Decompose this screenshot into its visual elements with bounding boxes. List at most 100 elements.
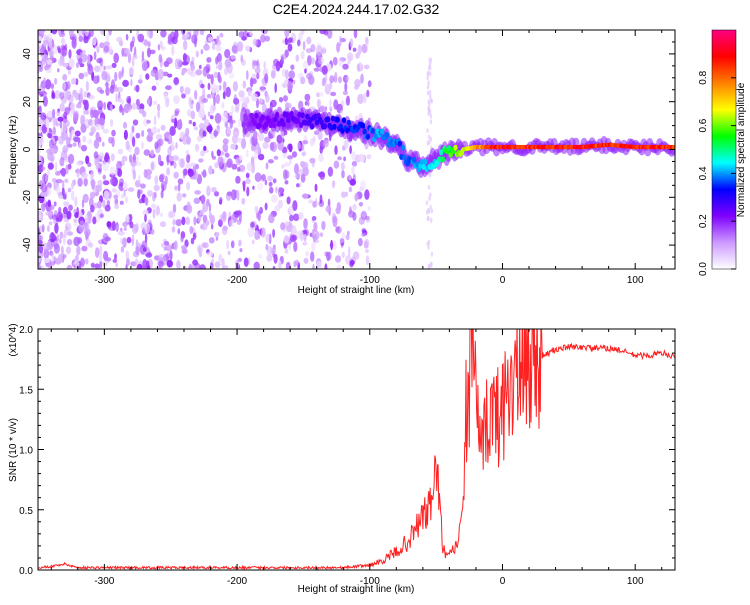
noise-speck xyxy=(226,191,233,197)
noise-speck xyxy=(147,128,152,133)
noise-speck xyxy=(67,187,72,193)
noise-speck xyxy=(44,79,52,90)
noise-speck xyxy=(211,150,214,158)
noise-speck xyxy=(329,81,333,90)
noise-speck xyxy=(341,170,345,179)
noise-speck xyxy=(307,55,312,66)
noise-speck xyxy=(365,36,369,45)
y-tick-label: 20 xyxy=(22,96,33,108)
noise-speck xyxy=(192,121,196,127)
noise-speck xyxy=(208,203,212,213)
noise-speck xyxy=(351,151,356,161)
noise-speck xyxy=(284,248,289,254)
noise-speck xyxy=(232,81,238,92)
noise-speck xyxy=(59,231,64,239)
noise-speck xyxy=(345,234,350,241)
noise-speck xyxy=(167,73,173,78)
noise-speck xyxy=(287,80,293,91)
noise-speck xyxy=(116,160,122,171)
noise-speck xyxy=(195,163,199,170)
noise-speck xyxy=(198,158,204,163)
noise-speck xyxy=(182,193,187,198)
noise-speck xyxy=(264,202,268,211)
noise-speck xyxy=(149,49,156,55)
x-tick-label: -300 xyxy=(94,275,114,286)
noise-speck xyxy=(114,198,119,206)
noise-speck xyxy=(117,231,125,236)
noise-speck xyxy=(427,134,431,140)
ridge-point xyxy=(303,119,308,126)
noise-speck xyxy=(79,87,84,95)
noise-speck xyxy=(364,189,370,200)
noise-speck xyxy=(312,135,316,143)
noise-speck xyxy=(75,103,82,109)
noise-speck xyxy=(300,173,306,183)
noise-speck xyxy=(221,225,228,236)
noise-speck xyxy=(173,77,179,85)
noise-speck xyxy=(143,39,149,47)
ridge-point xyxy=(346,119,351,126)
noise-speck xyxy=(267,159,274,164)
noise-speck xyxy=(98,152,105,160)
noise-speck xyxy=(120,227,123,232)
noise-speck xyxy=(78,57,83,65)
noise-speck xyxy=(316,260,322,269)
noise-speck xyxy=(47,162,54,170)
noise-speck xyxy=(158,54,163,63)
spectrogram-x-label: Height of straight line (km) xyxy=(298,285,415,296)
noise-speck xyxy=(137,79,143,84)
noise-speck xyxy=(185,149,190,156)
noise-speck xyxy=(324,72,328,84)
noise-speck xyxy=(258,133,265,142)
noise-speck xyxy=(132,250,140,258)
noise-speck xyxy=(427,244,430,250)
noise-speck xyxy=(214,191,219,197)
noise-speck xyxy=(309,157,316,164)
noise-speck xyxy=(257,153,265,161)
noise-speck xyxy=(157,44,161,51)
noise-speck xyxy=(59,238,62,244)
noise-speck xyxy=(199,30,205,36)
noise-speck xyxy=(212,43,216,51)
noise-speck xyxy=(430,208,434,214)
noise-speck xyxy=(352,203,357,211)
x-tick-label: -200 xyxy=(227,275,247,286)
noise-speck xyxy=(312,263,315,269)
noise-speck xyxy=(219,214,225,221)
noise-speck xyxy=(302,140,309,145)
x-tick-label: 0 xyxy=(500,275,506,286)
noise-speck xyxy=(169,126,176,136)
noise-speck xyxy=(251,78,257,85)
noise-speck xyxy=(254,67,261,74)
noise-speck xyxy=(258,97,263,104)
noise-speck xyxy=(110,79,116,90)
ridge-point xyxy=(260,114,265,121)
noise-speck xyxy=(426,84,430,90)
noise-speck xyxy=(266,254,273,262)
noise-speck xyxy=(193,216,197,226)
noise-speck xyxy=(45,211,52,216)
noise-speck xyxy=(75,161,82,167)
noise-speck xyxy=(353,30,358,39)
noise-speck xyxy=(367,206,371,211)
noise-speck xyxy=(341,251,345,259)
noise-speck xyxy=(344,82,348,92)
noise-speck xyxy=(68,30,74,38)
ridge-point xyxy=(300,112,305,119)
noise-speck xyxy=(358,153,365,163)
ridge-point xyxy=(448,151,453,158)
noise-speck xyxy=(68,49,72,59)
noise-speck xyxy=(208,211,212,220)
noise-speck xyxy=(67,70,72,75)
noise-speck xyxy=(253,151,259,160)
noise-speck xyxy=(146,30,150,37)
noise-speck xyxy=(300,50,305,60)
noise-speck xyxy=(62,74,68,81)
noise-speck xyxy=(132,119,139,126)
noise-speck xyxy=(90,262,95,268)
noise-speck xyxy=(76,245,81,256)
noise-speck xyxy=(142,259,148,269)
noise-speck xyxy=(427,111,430,117)
ridge-point xyxy=(423,158,428,165)
noise-speck xyxy=(50,241,56,247)
